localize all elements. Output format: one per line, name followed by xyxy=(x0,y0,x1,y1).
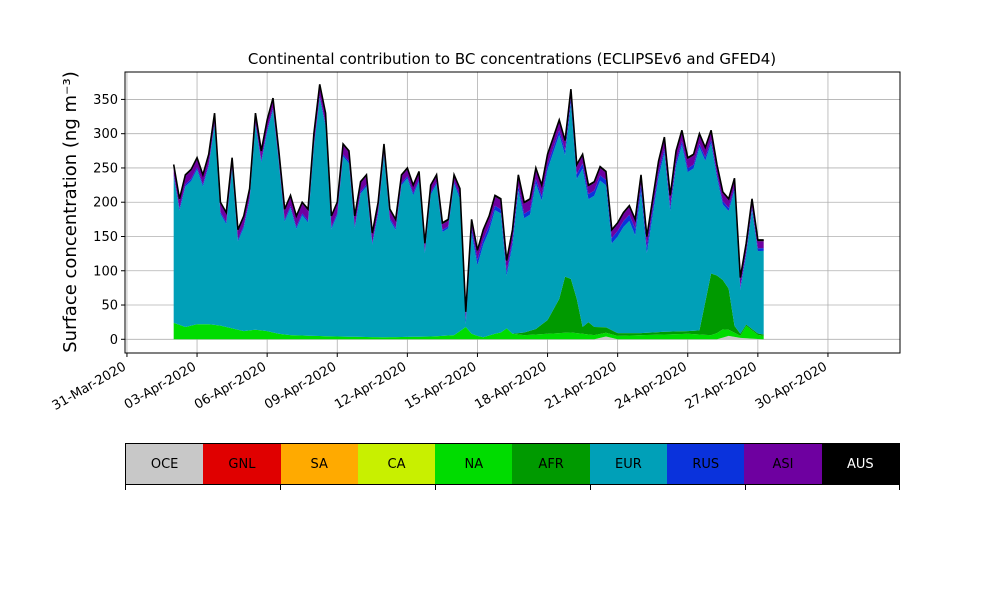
chart-title: Continental contribution to BC concentra… xyxy=(248,50,776,68)
stacked-areas xyxy=(173,84,764,340)
area-afr xyxy=(173,273,764,338)
y-tick-label: 50 xyxy=(101,299,118,314)
legend-sa: SA xyxy=(280,444,358,484)
legend-eur: EUR xyxy=(589,444,668,484)
legend-oce: OCE xyxy=(126,444,204,484)
x-tick-label: 03-Apr-2020 xyxy=(122,359,199,412)
x-tick-label: 24-Apr-2020 xyxy=(613,359,690,412)
area-eur xyxy=(173,97,764,338)
region-colorbar: OCE GNL SA CA NA AFR EUR RUS ASI AUS xyxy=(125,443,900,485)
colorbar-tick xyxy=(899,485,900,490)
legend-gnl: GNL xyxy=(203,444,281,484)
total-outline xyxy=(172,84,764,312)
x-tick-label: 27-Apr-2020 xyxy=(683,359,760,412)
legend-rus: RUS xyxy=(667,444,745,484)
y-tick-label: 150 xyxy=(93,230,118,245)
x-tick-label: 30-Apr-2020 xyxy=(753,359,830,412)
x-axis: 31-Mar-202003-Apr-202006-Apr-202009-Apr-… xyxy=(50,353,830,414)
y-tick-label: 250 xyxy=(93,161,118,176)
plot-frame xyxy=(124,71,901,354)
y-axis-label: Surface concentration (ng m⁻³) xyxy=(60,71,81,353)
y-tick-label: 200 xyxy=(93,196,118,211)
x-tick-label: 09-Apr-2020 xyxy=(262,359,339,412)
area-rus xyxy=(173,95,764,325)
legend-asi: ASI xyxy=(744,444,822,484)
y-tick-label: 0 xyxy=(110,333,118,348)
colorbar-tick xyxy=(745,485,746,490)
total-line xyxy=(172,84,764,312)
x-tick-label: 31-Mar-2020 xyxy=(50,359,129,413)
colorbar-tick xyxy=(125,485,126,490)
colorbar-tick xyxy=(280,485,281,490)
x-tick-label: 06-Apr-2020 xyxy=(192,359,269,412)
x-tick-label: 21-Apr-2020 xyxy=(543,359,620,412)
legend-na: NA xyxy=(435,444,513,484)
y-tick-label: 100 xyxy=(93,264,118,279)
y-axis: 0 50 100 150 200 250 300 350 xyxy=(93,93,125,348)
colorbar-ticks xyxy=(125,485,900,493)
y-tick-label: 350 xyxy=(93,93,118,108)
legend-afr: AFR xyxy=(512,444,590,484)
x-tick-label: 12-Apr-2020 xyxy=(332,359,409,412)
y-tick-label: 300 xyxy=(93,127,118,142)
x-tick-label: 18-Apr-2020 xyxy=(472,359,549,412)
area-na xyxy=(173,322,764,340)
legend-ca: CA xyxy=(357,444,436,484)
colorbar-tick xyxy=(590,485,591,490)
x-tick-label: 15-Apr-2020 xyxy=(402,359,479,412)
colorbar-tick xyxy=(435,485,436,490)
legend-aus: AUS xyxy=(821,444,899,484)
